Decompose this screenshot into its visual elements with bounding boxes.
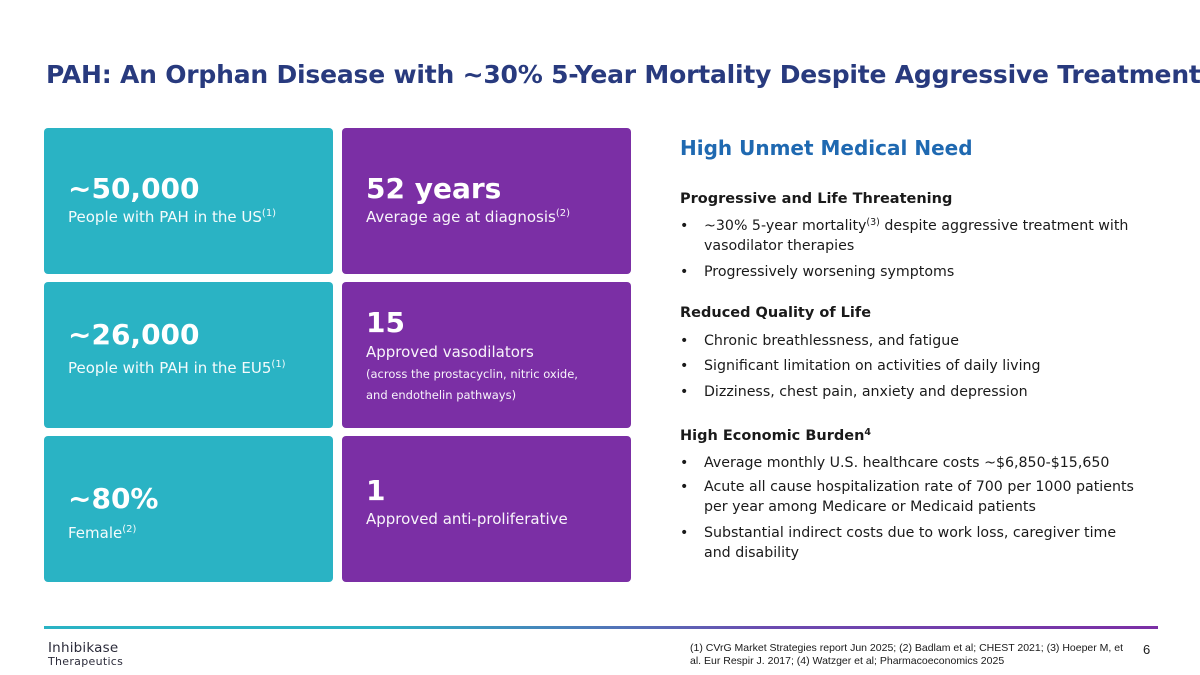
bullet-dot-icon: • <box>680 384 689 400</box>
stat-label: Approved vasodilators <box>366 343 534 361</box>
section-heading-progressive: Progressive and Life Threatening <box>680 191 953 207</box>
stat-card-diagnosis-age: 52 years Average age at diagnosis(2) <box>342 128 631 274</box>
stat-note: (across the prostacyclin, nitric oxide, <box>366 367 578 381</box>
stat-label: Average age at diagnosis(2) <box>366 208 570 226</box>
stat-label: People with PAH in the EU5(1) <box>68 359 286 377</box>
bullet-dot-icon: • <box>680 455 689 471</box>
bullet-item: • Acute all cause hospitalization rate o… <box>680 479 1134 515</box>
bullet-item: • ~30% 5-year mortality(3) despite aggre… <box>680 217 1129 254</box>
stat-card-us-patients: ~50,000 People with PAH in the US(1) <box>44 128 333 274</box>
section-heading-economic: High Economic Burden4 <box>680 427 872 444</box>
slide-title: PAH: An Orphan Disease with ~30% 5-Year … <box>46 60 1200 89</box>
stat-value: 52 years <box>366 172 502 205</box>
stat-card-antiproliferative: 1 Approved anti-proliferative <box>342 436 631 582</box>
footnote-references: (1) CVrG Market Strategies report Jun 20… <box>690 642 1124 667</box>
stat-label: Approved anti-proliferative <box>366 510 568 528</box>
bullet-dot-icon: • <box>680 525 689 541</box>
stat-label: Female(2) <box>68 524 137 542</box>
bullet-item: • Dizziness, chest pain, anxiety and dep… <box>680 384 1028 400</box>
stat-card-eu5-patients: ~26,000 People with PAH in the EU5(1) <box>44 282 333 428</box>
stat-label: People with PAH in the US(1) <box>68 208 277 226</box>
bullet-dot-icon: • <box>680 264 689 280</box>
stat-value: 1 <box>366 474 386 507</box>
bullet-item: • Significant limitation on activities o… <box>680 358 1041 374</box>
bullet-dot-icon: • <box>680 333 689 349</box>
footer-divider <box>44 626 1158 629</box>
stat-note: and endothelin pathways) <box>366 388 517 402</box>
stat-value: ~26,000 <box>68 318 200 351</box>
stat-value: ~80% <box>68 482 159 515</box>
page-number: 6 <box>1143 642 1151 657</box>
stat-card-female: ~80% Female(2) <box>44 436 333 582</box>
section-heading-quality: Reduced Quality of Life <box>680 305 872 321</box>
company-logo-subtitle: Therapeutics <box>48 655 124 668</box>
bullet-dot-icon: • <box>680 358 689 374</box>
bullet-item: • Chronic breathlessness, and fatigue <box>680 333 959 349</box>
unmet-need-heading: High Unmet Medical Need <box>680 136 973 160</box>
company-logo: Inhibikase <box>48 640 119 656</box>
stat-card-vasodilators: 15 Approved vasodilators (across the pro… <box>342 282 631 428</box>
stat-value: 15 <box>366 306 405 339</box>
bullet-dot-icon: • <box>680 479 689 495</box>
bullet-dot-icon: • <box>680 218 689 234</box>
stat-value: ~50,000 <box>68 172 200 205</box>
bullet-item: • Progressively worsening symptoms <box>680 264 955 280</box>
bullet-item: • Average monthly U.S. healthcare costs … <box>680 455 1110 471</box>
bullet-item: • Substantial indirect costs due to work… <box>680 525 1117 561</box>
